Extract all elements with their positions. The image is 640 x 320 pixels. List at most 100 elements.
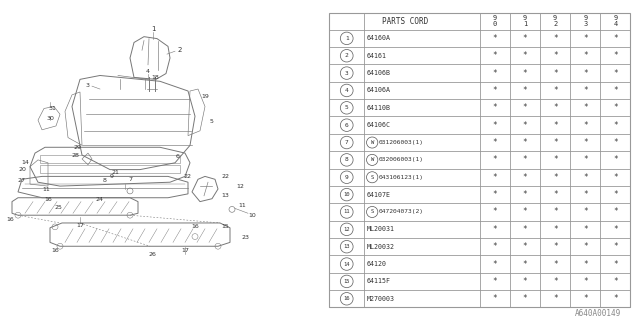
Text: 64110B: 64110B xyxy=(367,105,390,111)
Text: *: * xyxy=(493,68,497,77)
Text: *: * xyxy=(493,51,497,60)
Text: *: * xyxy=(523,294,527,303)
Text: 22: 22 xyxy=(222,174,230,179)
Text: 20: 20 xyxy=(18,167,26,172)
Text: 13: 13 xyxy=(221,193,229,198)
Text: *: * xyxy=(523,121,527,130)
Text: *: * xyxy=(523,207,527,216)
Text: *: * xyxy=(583,51,588,60)
Text: 047204073(2): 047204073(2) xyxy=(379,210,424,214)
Text: 64106B: 64106B xyxy=(367,70,390,76)
Text: 18: 18 xyxy=(151,75,159,80)
Text: *: * xyxy=(493,173,497,182)
Text: 11: 11 xyxy=(238,203,246,208)
Text: 9: 9 xyxy=(345,175,349,180)
Text: *: * xyxy=(553,51,557,60)
Text: *: * xyxy=(523,260,527,268)
Text: 14: 14 xyxy=(21,160,29,165)
Text: *: * xyxy=(553,34,557,43)
Text: *: * xyxy=(583,207,588,216)
Text: *: * xyxy=(493,260,497,268)
Text: *: * xyxy=(523,86,527,95)
Text: 8: 8 xyxy=(103,178,107,183)
Text: *: * xyxy=(583,156,588,164)
Text: *: * xyxy=(613,242,618,251)
Text: *: * xyxy=(493,138,497,147)
Text: *: * xyxy=(553,225,557,234)
Text: *: * xyxy=(583,121,588,130)
Text: 31: 31 xyxy=(48,106,56,111)
Text: *: * xyxy=(613,260,618,268)
Text: *: * xyxy=(493,103,497,112)
Text: 12: 12 xyxy=(344,227,350,232)
Text: 64120: 64120 xyxy=(367,261,387,267)
Text: *: * xyxy=(553,68,557,77)
Text: *: * xyxy=(523,173,527,182)
Text: 64115F: 64115F xyxy=(367,278,390,284)
Text: 1: 1 xyxy=(151,26,156,32)
Text: W: W xyxy=(371,157,374,162)
Text: *: * xyxy=(583,173,588,182)
Text: 29: 29 xyxy=(74,145,82,150)
Text: 11: 11 xyxy=(344,210,350,214)
Text: *: * xyxy=(583,190,588,199)
Text: *: * xyxy=(523,103,527,112)
Text: 23: 23 xyxy=(241,235,249,240)
Text: *: * xyxy=(583,225,588,234)
Text: *: * xyxy=(493,242,497,251)
Text: *: * xyxy=(493,34,497,43)
Text: *: * xyxy=(553,156,557,164)
Text: *: * xyxy=(613,86,618,95)
Text: ML20031: ML20031 xyxy=(367,226,394,232)
Text: W: W xyxy=(371,140,374,145)
Text: 10: 10 xyxy=(248,213,256,218)
Text: 30: 30 xyxy=(46,116,54,121)
Text: *: * xyxy=(553,138,557,147)
Text: 4: 4 xyxy=(345,88,349,93)
Text: 11: 11 xyxy=(42,187,50,191)
Text: *: * xyxy=(553,260,557,268)
Text: *: * xyxy=(493,294,497,303)
Text: 2: 2 xyxy=(178,47,182,53)
Text: *: * xyxy=(583,242,588,251)
Text: 2: 2 xyxy=(345,53,349,58)
Text: *: * xyxy=(553,121,557,130)
Text: *: * xyxy=(613,121,618,130)
Text: *: * xyxy=(613,190,618,199)
Text: *: * xyxy=(523,190,527,199)
Text: *: * xyxy=(553,190,557,199)
Text: *: * xyxy=(493,225,497,234)
Text: *: * xyxy=(523,138,527,147)
Text: 26: 26 xyxy=(148,252,156,257)
Text: *: * xyxy=(613,34,618,43)
Text: 6: 6 xyxy=(345,123,349,128)
Text: 21: 21 xyxy=(111,170,119,175)
Text: *: * xyxy=(553,294,557,303)
Text: *: * xyxy=(553,207,557,216)
Text: M270003: M270003 xyxy=(367,296,394,302)
Text: 031206003(1): 031206003(1) xyxy=(379,140,424,145)
Text: 1: 1 xyxy=(345,36,349,41)
Text: S: S xyxy=(371,175,374,180)
Text: 64106A: 64106A xyxy=(367,87,390,93)
Text: 5: 5 xyxy=(345,105,349,110)
Text: 16: 16 xyxy=(344,296,350,301)
Text: *: * xyxy=(613,225,618,234)
Text: *: * xyxy=(613,51,618,60)
Text: 3: 3 xyxy=(345,71,349,76)
Text: 3: 3 xyxy=(86,83,90,88)
Text: *: * xyxy=(523,51,527,60)
Text: *: * xyxy=(523,277,527,286)
Text: 8: 8 xyxy=(345,157,349,162)
Text: 19: 19 xyxy=(201,94,209,99)
Text: *: * xyxy=(613,173,618,182)
Text: 4: 4 xyxy=(146,69,150,74)
Text: *: * xyxy=(523,242,527,251)
Text: 16: 16 xyxy=(191,224,199,229)
Text: *: * xyxy=(583,138,588,147)
Text: 14: 14 xyxy=(344,261,350,267)
Text: 9
4: 9 4 xyxy=(613,15,618,27)
Text: *: * xyxy=(583,294,588,303)
Text: *: * xyxy=(493,277,497,286)
Text: *: * xyxy=(583,277,588,286)
